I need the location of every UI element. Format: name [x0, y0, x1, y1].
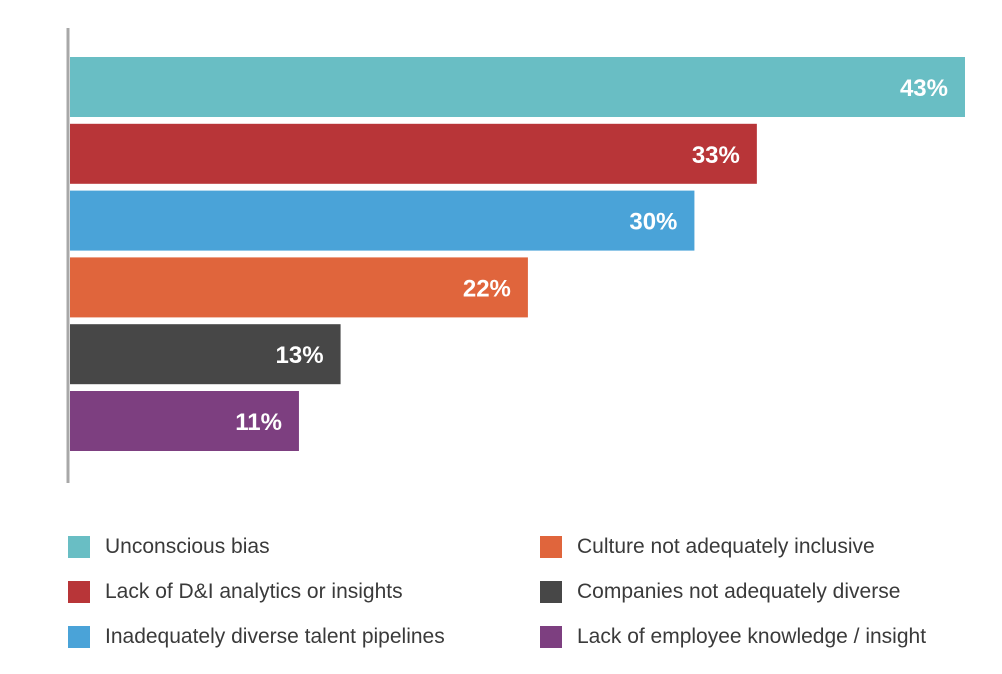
bar-value-label: 43%	[900, 75, 948, 102]
bar-value-label: 33%	[692, 142, 740, 169]
bars-group: 43% 33% 30% 22% 13% 11%	[70, 57, 965, 451]
bar-2	[70, 123, 757, 184]
bar-value-label: 11%	[235, 409, 282, 436]
bar-value-label: 22%	[463, 275, 511, 302]
bar-value-label: 13%	[276, 342, 324, 369]
bar-5	[70, 324, 341, 385]
bar-6	[70, 391, 299, 451]
bar-4	[70, 257, 528, 318]
bar-3	[70, 190, 695, 251]
bar-1	[70, 57, 965, 117]
bar-value-label: 30%	[629, 209, 677, 236]
